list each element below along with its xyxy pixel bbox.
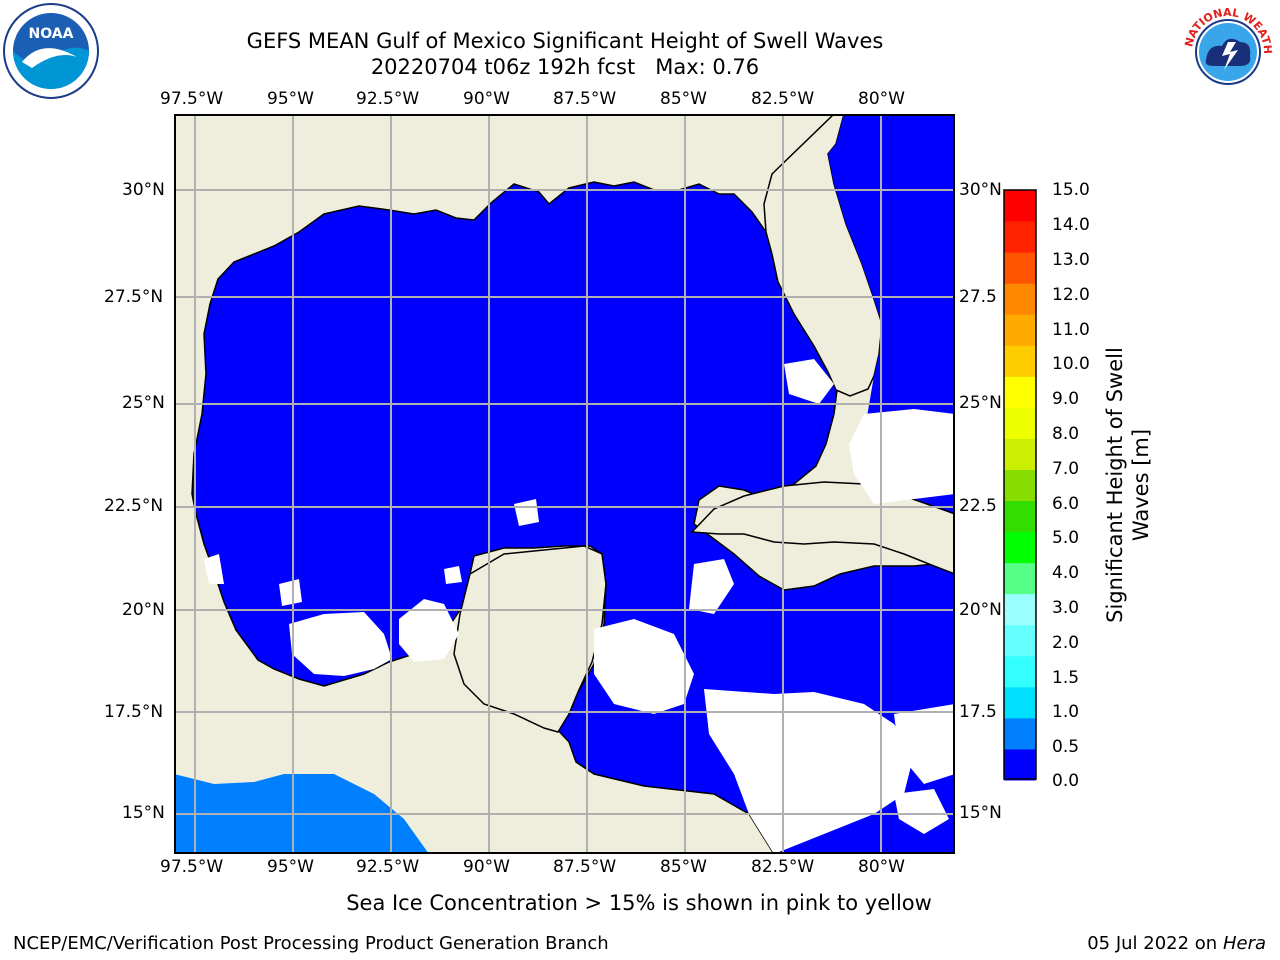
- colorbar-tick-1: 1.0: [1052, 702, 1080, 722]
- colorbar-band: [1004, 531, 1036, 564]
- lon-tick-bottom-5: 87.5°W: [553, 857, 617, 877]
- lon-tick-bottom-1: 97.5°W: [160, 857, 224, 877]
- colorbar-tick-13: 13.0: [1052, 250, 1090, 270]
- colorbar-band: [1004, 283, 1036, 315]
- lat-tick-left-3: 25°N: [122, 393, 165, 413]
- colorbar-band: [1004, 717, 1036, 750]
- colorbar-band: [1004, 407, 1036, 439]
- colorbar-band: [1004, 190, 1036, 222]
- chart-title: GEFS MEAN Gulf of Mexico Significant Hei…: [246, 29, 884, 53]
- footer-date: 05 Jul 2022 on Hera: [1087, 933, 1266, 954]
- lon-tick-top-6: 85°W: [660, 89, 707, 109]
- colorbar-tick-14: 14.0: [1052, 215, 1090, 235]
- colorbar-band: [1004, 438, 1036, 470]
- colorbar-tick-2: 2.0: [1052, 633, 1080, 653]
- footer-date-text: 05 Jul 2022 on: [1087, 933, 1223, 954]
- colorbar-tick-0: 0.0: [1052, 771, 1080, 791]
- lon-tick-bottom-6: 85°W: [660, 857, 707, 877]
- colorbar-tick-5: 5.0: [1052, 528, 1080, 548]
- lat-tick-right-2: 27.5: [959, 287, 997, 307]
- footer-credit: NCEP/EMC/Verification Post Processing Pr…: [13, 933, 609, 954]
- colorbar-tick-10: 10.0: [1052, 354, 1090, 374]
- lon-tick-bottom-4: 90°W: [463, 857, 510, 877]
- colorbar-band: [1004, 314, 1036, 346]
- gulf-water: [191, 181, 955, 854]
- lat-tick-left-7: 15°N: [122, 803, 165, 823]
- colorbar-band: [1004, 655, 1036, 688]
- sea-ice-note: Sea Ice Concentration > 15% is shown in …: [346, 891, 932, 915]
- lat-tick-left-5: 20°N: [122, 600, 165, 620]
- colorbar-band: [1004, 221, 1036, 253]
- lat-tick-right-3: 25°N: [959, 393, 1002, 413]
- lon-tick-top-4: 90°W: [463, 89, 510, 109]
- colorbar-band: [1004, 376, 1036, 408]
- colorbar-tick-8: 8.0: [1052, 424, 1080, 444]
- colorbar-tick-3: 3.0: [1052, 598, 1080, 618]
- map-panel: [174, 114, 955, 854]
- colorbar-band: [1004, 593, 1036, 626]
- yucatan: [453, 545, 607, 733]
- colorbar-tick-9: 9.0: [1052, 389, 1080, 409]
- no-data-patches: [204, 359, 955, 854]
- lat-tick-right-6: 17.5: [959, 702, 997, 722]
- colorbar-band: [1004, 748, 1036, 781]
- colorbar-band: [1004, 686, 1036, 719]
- colorbar-band: [1004, 252, 1036, 284]
- colorbar-band: [1004, 345, 1036, 377]
- lon-tick-top-3: 92.5°W: [356, 89, 420, 109]
- lon-tick-top-1: 97.5°W: [160, 89, 224, 109]
- chart-subtitle: 20220704 t06z 192h fcst Max: 0.76: [370, 55, 760, 79]
- colorbar-tick-6: 6.0: [1052, 494, 1080, 514]
- lat-tick-left-6: 17.5°N: [104, 702, 164, 722]
- colorbar-tick-7: 7.0: [1052, 459, 1080, 479]
- lon-tick-bottom-8: 80°W: [858, 857, 905, 877]
- nws-logo: NATIONAL WEATHER SERVICE: [1174, 0, 1278, 102]
- lon-tick-top-2: 95°W: [267, 89, 314, 109]
- lon-tick-bottom-3: 92.5°W: [356, 857, 420, 877]
- colorbar-tick-1-5: 1.5: [1052, 668, 1080, 688]
- colorbar-band: [1004, 624, 1036, 657]
- colorbar-tick-11: 11.0: [1052, 320, 1090, 340]
- noaa-logo: NOAA: [2, 2, 100, 100]
- colorbar-tick-0-5: 0.5: [1052, 737, 1080, 757]
- lon-tick-top-8: 80°W: [858, 89, 905, 109]
- lat-tick-right-5: 20°N: [959, 600, 1002, 620]
- colorbar: [1003, 189, 1037, 781]
- colorbar-tick-4: 4.0: [1052, 563, 1080, 583]
- lon-tick-top-7: 82.5°W: [751, 89, 815, 109]
- colorbar-tick-12: 12.0: [1052, 285, 1090, 305]
- lat-tick-right-4: 22.5: [959, 496, 997, 516]
- footer-machine: Hera: [1222, 933, 1266, 954]
- lat-tick-left-1: 30°N: [122, 180, 165, 200]
- colorbar-band: [1004, 469, 1036, 502]
- lon-tick-top-5: 87.5°W: [553, 89, 617, 109]
- colorbar-band: [1004, 562, 1036, 595]
- lat-tick-right-1: 30°N: [959, 180, 1002, 200]
- lon-tick-bottom-7: 82.5°W: [751, 857, 815, 877]
- colorbar-label-line2: Waves [m]: [1129, 428, 1153, 542]
- colorbar-band: [1004, 500, 1036, 533]
- lat-tick-left-2: 27.5°N: [104, 287, 164, 307]
- colorbar-tick-15: 15.0: [1052, 180, 1090, 200]
- noaa-logo-text: NOAA: [29, 26, 74, 42]
- lon-tick-bottom-2: 95°W: [267, 857, 314, 877]
- map-frame: [174, 114, 955, 854]
- lat-tick-right-7: 15°N: [959, 803, 1002, 823]
- colorbar-label-line1: Significant Height of Swell: [1103, 347, 1127, 623]
- graticule: [174, 114, 955, 854]
- lat-tick-left-4: 22.5°N: [104, 496, 164, 516]
- colorbar-label: Significant Height of Swell Waves [m]: [1102, 320, 1154, 650]
